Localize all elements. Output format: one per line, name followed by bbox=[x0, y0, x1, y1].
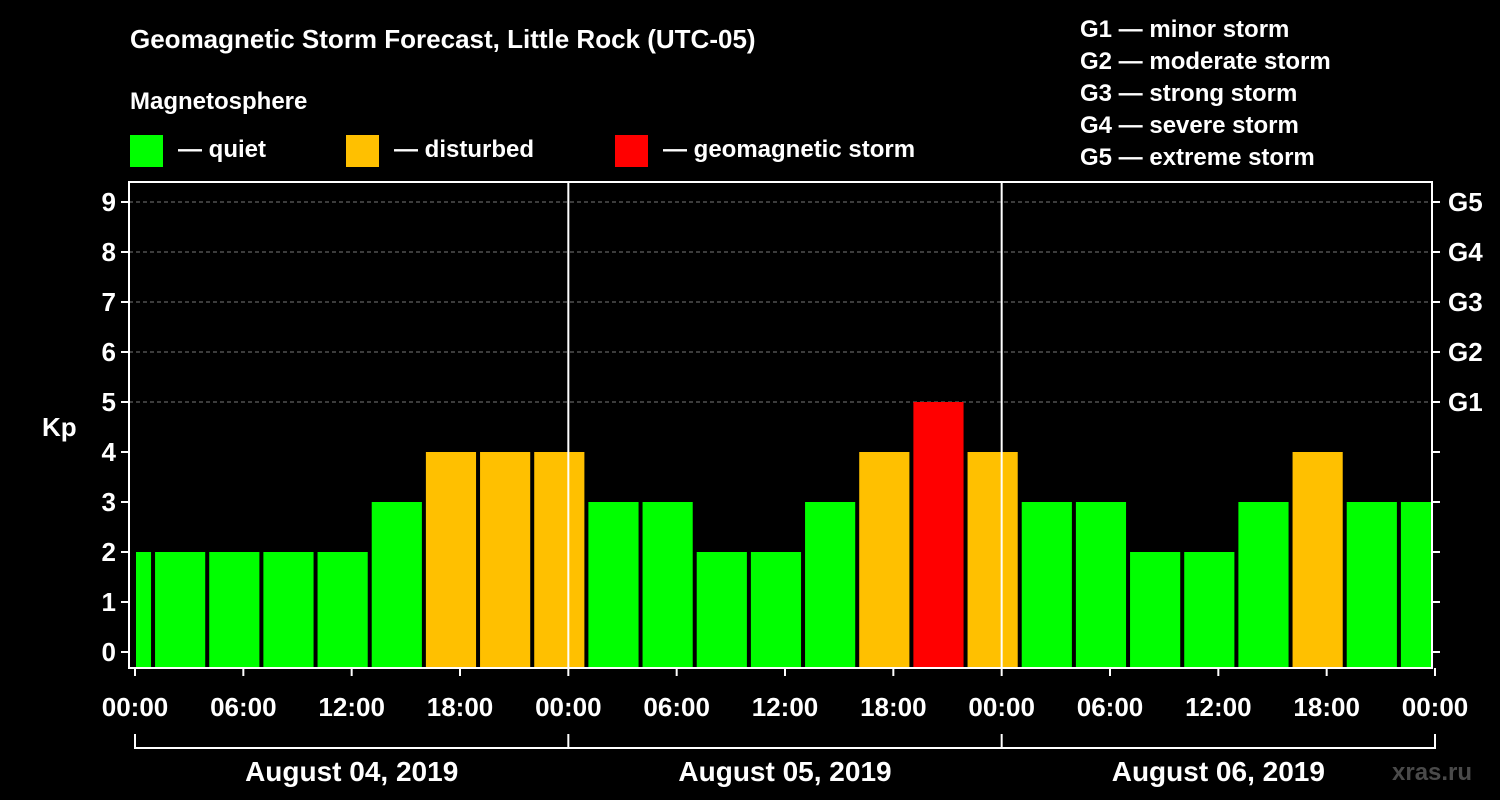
kp-bar bbox=[263, 552, 314, 668]
day-label: August 05, 2019 bbox=[678, 756, 891, 787]
x-tick-label: 06:00 bbox=[643, 692, 710, 722]
right-axis-label-g2: G2 bbox=[1448, 337, 1483, 367]
kp-bar bbox=[534, 452, 585, 668]
storm-scale-legend: G1 — minor storm G2 — moderate storm G3 … bbox=[1080, 16, 1331, 171]
storm-scale-g1: G1 — minor storm bbox=[1080, 16, 1289, 43]
kp-bar bbox=[317, 552, 368, 668]
kp-bar bbox=[859, 452, 910, 668]
kp-bar bbox=[1400, 502, 1433, 668]
x-tick-label: 12:00 bbox=[318, 692, 385, 722]
legend-swatch-quiet bbox=[130, 135, 163, 167]
x-tick-label: 06:00 bbox=[1077, 692, 1144, 722]
kp-bar bbox=[209, 552, 260, 668]
right-axis-label-g5: G5 bbox=[1448, 187, 1483, 217]
day-label: August 06, 2019 bbox=[1112, 756, 1325, 787]
x-tick-label: 00:00 bbox=[102, 692, 169, 722]
x-tick-label: 12:00 bbox=[752, 692, 819, 722]
y-tick-label: 4 bbox=[102, 437, 117, 467]
kp-bar bbox=[155, 552, 206, 668]
legend-swatch-disturbed bbox=[346, 135, 379, 167]
y-tick-label: 1 bbox=[102, 587, 116, 617]
kp-bar bbox=[967, 452, 1018, 668]
watermark: xras.ru bbox=[1392, 759, 1472, 786]
x-tick-label: 00:00 bbox=[1402, 692, 1469, 722]
y-tick-label: 2 bbox=[102, 537, 116, 567]
kp-bar bbox=[1346, 502, 1397, 668]
kp-bar bbox=[480, 452, 531, 668]
x-tick-label: 18:00 bbox=[1293, 692, 1360, 722]
legend-label-quiet: — quiet bbox=[178, 136, 266, 163]
legend-label-storm: — geomagnetic storm bbox=[663, 136, 915, 163]
x-tick-label: 00:00 bbox=[968, 692, 1035, 722]
kp-bar bbox=[1238, 502, 1289, 668]
legend: — quiet — disturbed — geomagnetic storm bbox=[130, 135, 915, 167]
grid-lines bbox=[129, 201, 1432, 403]
x-tick-label: 06:00 bbox=[210, 692, 277, 722]
kp-bar bbox=[1075, 502, 1127, 668]
legend-title: Magnetosphere bbox=[130, 88, 307, 115]
x-tick-label: 18:00 bbox=[860, 692, 927, 722]
kp-bar bbox=[805, 502, 856, 668]
x-tick-label: 00:00 bbox=[535, 692, 602, 722]
kp-bar bbox=[642, 502, 693, 668]
x-tick-label: 18:00 bbox=[427, 692, 494, 722]
y-tick-label: 7 bbox=[102, 287, 116, 317]
kp-bar bbox=[1184, 552, 1235, 668]
kp-bar bbox=[750, 552, 802, 668]
y-tick-label: 9 bbox=[102, 187, 116, 217]
bars bbox=[136, 402, 1433, 668]
y-tick-label: 5 bbox=[102, 387, 116, 417]
plot-frame bbox=[128, 181, 1433, 669]
kp-bar bbox=[588, 502, 639, 668]
y-axis-label: Kp bbox=[42, 412, 77, 442]
legend-label-disturbed: — disturbed bbox=[394, 136, 534, 163]
kp-bar bbox=[371, 502, 422, 668]
right-axis-label-g4: G4 bbox=[1448, 237, 1483, 267]
storm-scale-g4: G4 — severe storm bbox=[1080, 112, 1299, 139]
kp-bar bbox=[425, 452, 477, 668]
y-tick-label: 6 bbox=[102, 337, 116, 367]
storm-scale-g2: G2 — moderate storm bbox=[1080, 48, 1331, 75]
storm-scale-g5: G5 — extreme storm bbox=[1080, 144, 1315, 171]
kp-bar bbox=[1292, 452, 1343, 668]
chart-title: Geomagnetic Storm Forecast, Little Rock … bbox=[130, 24, 756, 54]
kp-bar bbox=[913, 402, 964, 668]
kp-bar bbox=[1021, 502, 1072, 668]
kp-bar bbox=[696, 552, 747, 668]
right-axis-label-g1: G1 bbox=[1448, 387, 1483, 417]
kp-bar bbox=[136, 552, 152, 668]
day-label: August 04, 2019 bbox=[245, 756, 458, 787]
kp-bar bbox=[1130, 552, 1181, 668]
y-tick-label: 0 bbox=[102, 637, 116, 667]
legend-swatch-storm bbox=[615, 135, 648, 167]
y-tick-label: 3 bbox=[102, 487, 116, 517]
axes: 0 1 2 3 4 5 6 7 8 9 G1 G2 G3 G4 G5 00:00 06:00 12:00 18:00… bbox=[102, 181, 1483, 787]
x-tick-label: 12:00 bbox=[1185, 692, 1252, 722]
storm-scale-g3: G3 — strong storm bbox=[1080, 80, 1297, 107]
right-axis-label-g3: G3 bbox=[1448, 287, 1483, 317]
y-tick-label: 8 bbox=[102, 237, 116, 267]
